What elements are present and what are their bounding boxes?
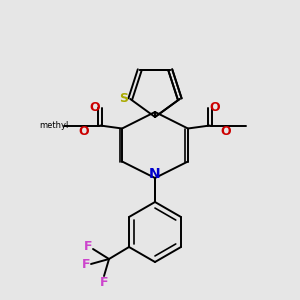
Text: methyl: methyl xyxy=(39,121,69,130)
Text: F: F xyxy=(100,275,108,289)
Text: N: N xyxy=(149,167,161,181)
Text: F: F xyxy=(82,257,90,271)
Text: O: O xyxy=(79,125,89,138)
Text: O: O xyxy=(210,101,220,114)
Text: F: F xyxy=(84,239,92,253)
Text: O: O xyxy=(90,101,101,114)
Text: O: O xyxy=(220,125,231,138)
Text: S: S xyxy=(119,92,128,104)
